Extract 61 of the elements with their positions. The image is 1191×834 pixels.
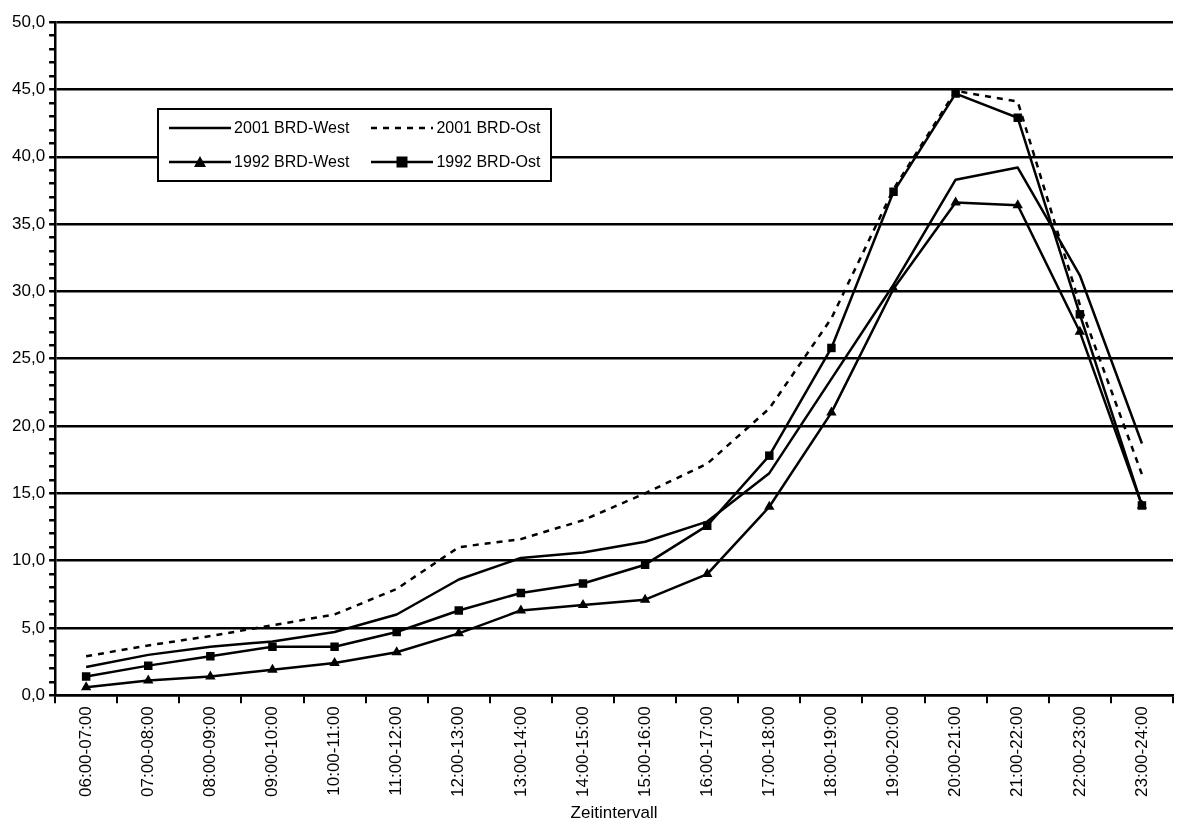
x-tick-label: 16:00-17:00 [696, 706, 716, 798]
point [951, 89, 960, 98]
x-tick-label: 06:00-07:00 [75, 706, 95, 798]
legend-label: 1992 BRD-Ost [436, 153, 541, 172]
point [764, 500, 775, 510]
y-tick-label: 10,0 [11, 550, 46, 570]
point [329, 656, 340, 666]
y-tick-label: 25,0 [11, 348, 46, 368]
x-tick-label: 18:00-19:00 [821, 706, 841, 798]
x-tick-label: 20:00-21:00 [945, 706, 965, 798]
point [640, 560, 650, 569]
y-tick-label: 20,0 [11, 415, 46, 435]
y-tick-label: 35,0 [11, 213, 46, 233]
point [1013, 113, 1022, 123]
x-tick-label: 21:00-22:00 [1007, 706, 1027, 798]
x-tick-label: 09:00-10:00 [262, 706, 282, 798]
x-tick-label: 11:00-12:00 [386, 706, 406, 796]
legend-label: 2001 BRD-West [234, 119, 350, 138]
point [950, 196, 961, 206]
point [639, 593, 651, 603]
x-tick-label: 19:00-20:00 [883, 706, 903, 798]
point [826, 406, 837, 416]
point [578, 579, 588, 588]
x-tick-label: 22:00-23:00 [1069, 706, 1089, 798]
legend-label: 1992 BRD-West [234, 153, 350, 172]
point [206, 651, 215, 661]
point [268, 642, 277, 652]
point [889, 187, 898, 197]
point [391, 646, 402, 656]
point [330, 642, 339, 652]
point [702, 521, 712, 530]
point [1012, 199, 1023, 209]
point [144, 661, 153, 670]
point [454, 606, 464, 615]
y-tick-label: 0,0 [21, 684, 46, 704]
y-tick-label: 50,0 [11, 11, 46, 31]
point [81, 672, 91, 681]
x-tick-label: 12:00-13:00 [448, 706, 468, 798]
x-tick-label: 15:00-16:00 [634, 706, 654, 798]
y-tick-label: 15,0 [11, 483, 46, 503]
y-tick-label: 45,0 [11, 79, 46, 99]
x-tick-label: 14:00-15:00 [572, 706, 592, 798]
x-tick-label: 08:00-09:00 [200, 706, 220, 798]
point [702, 568, 713, 578]
point [1074, 325, 1086, 335]
x-tick-label: 23:00-24:00 [1131, 706, 1151, 798]
x-tick-label: 07:00-08:00 [137, 706, 157, 798]
point [1075, 310, 1085, 319]
y-tick-label: 40,0 [11, 146, 46, 166]
y-tick-label: 30,0 [11, 281, 46, 301]
x-tick-label: 13:00-14:00 [510, 706, 530, 798]
x-axis-title: Zeitintervall [570, 803, 658, 823]
point [827, 343, 836, 353]
point [80, 681, 92, 691]
point [577, 599, 589, 609]
point [267, 663, 278, 673]
x-tick-label: 10:00-11:00 [324, 706, 344, 796]
y-tick-label: 5,0 [21, 617, 46, 637]
point [765, 451, 774, 460]
x-tick-label: 17:00-18:00 [759, 706, 778, 798]
legend-label: 2001 BRD-Ost [436, 119, 541, 138]
